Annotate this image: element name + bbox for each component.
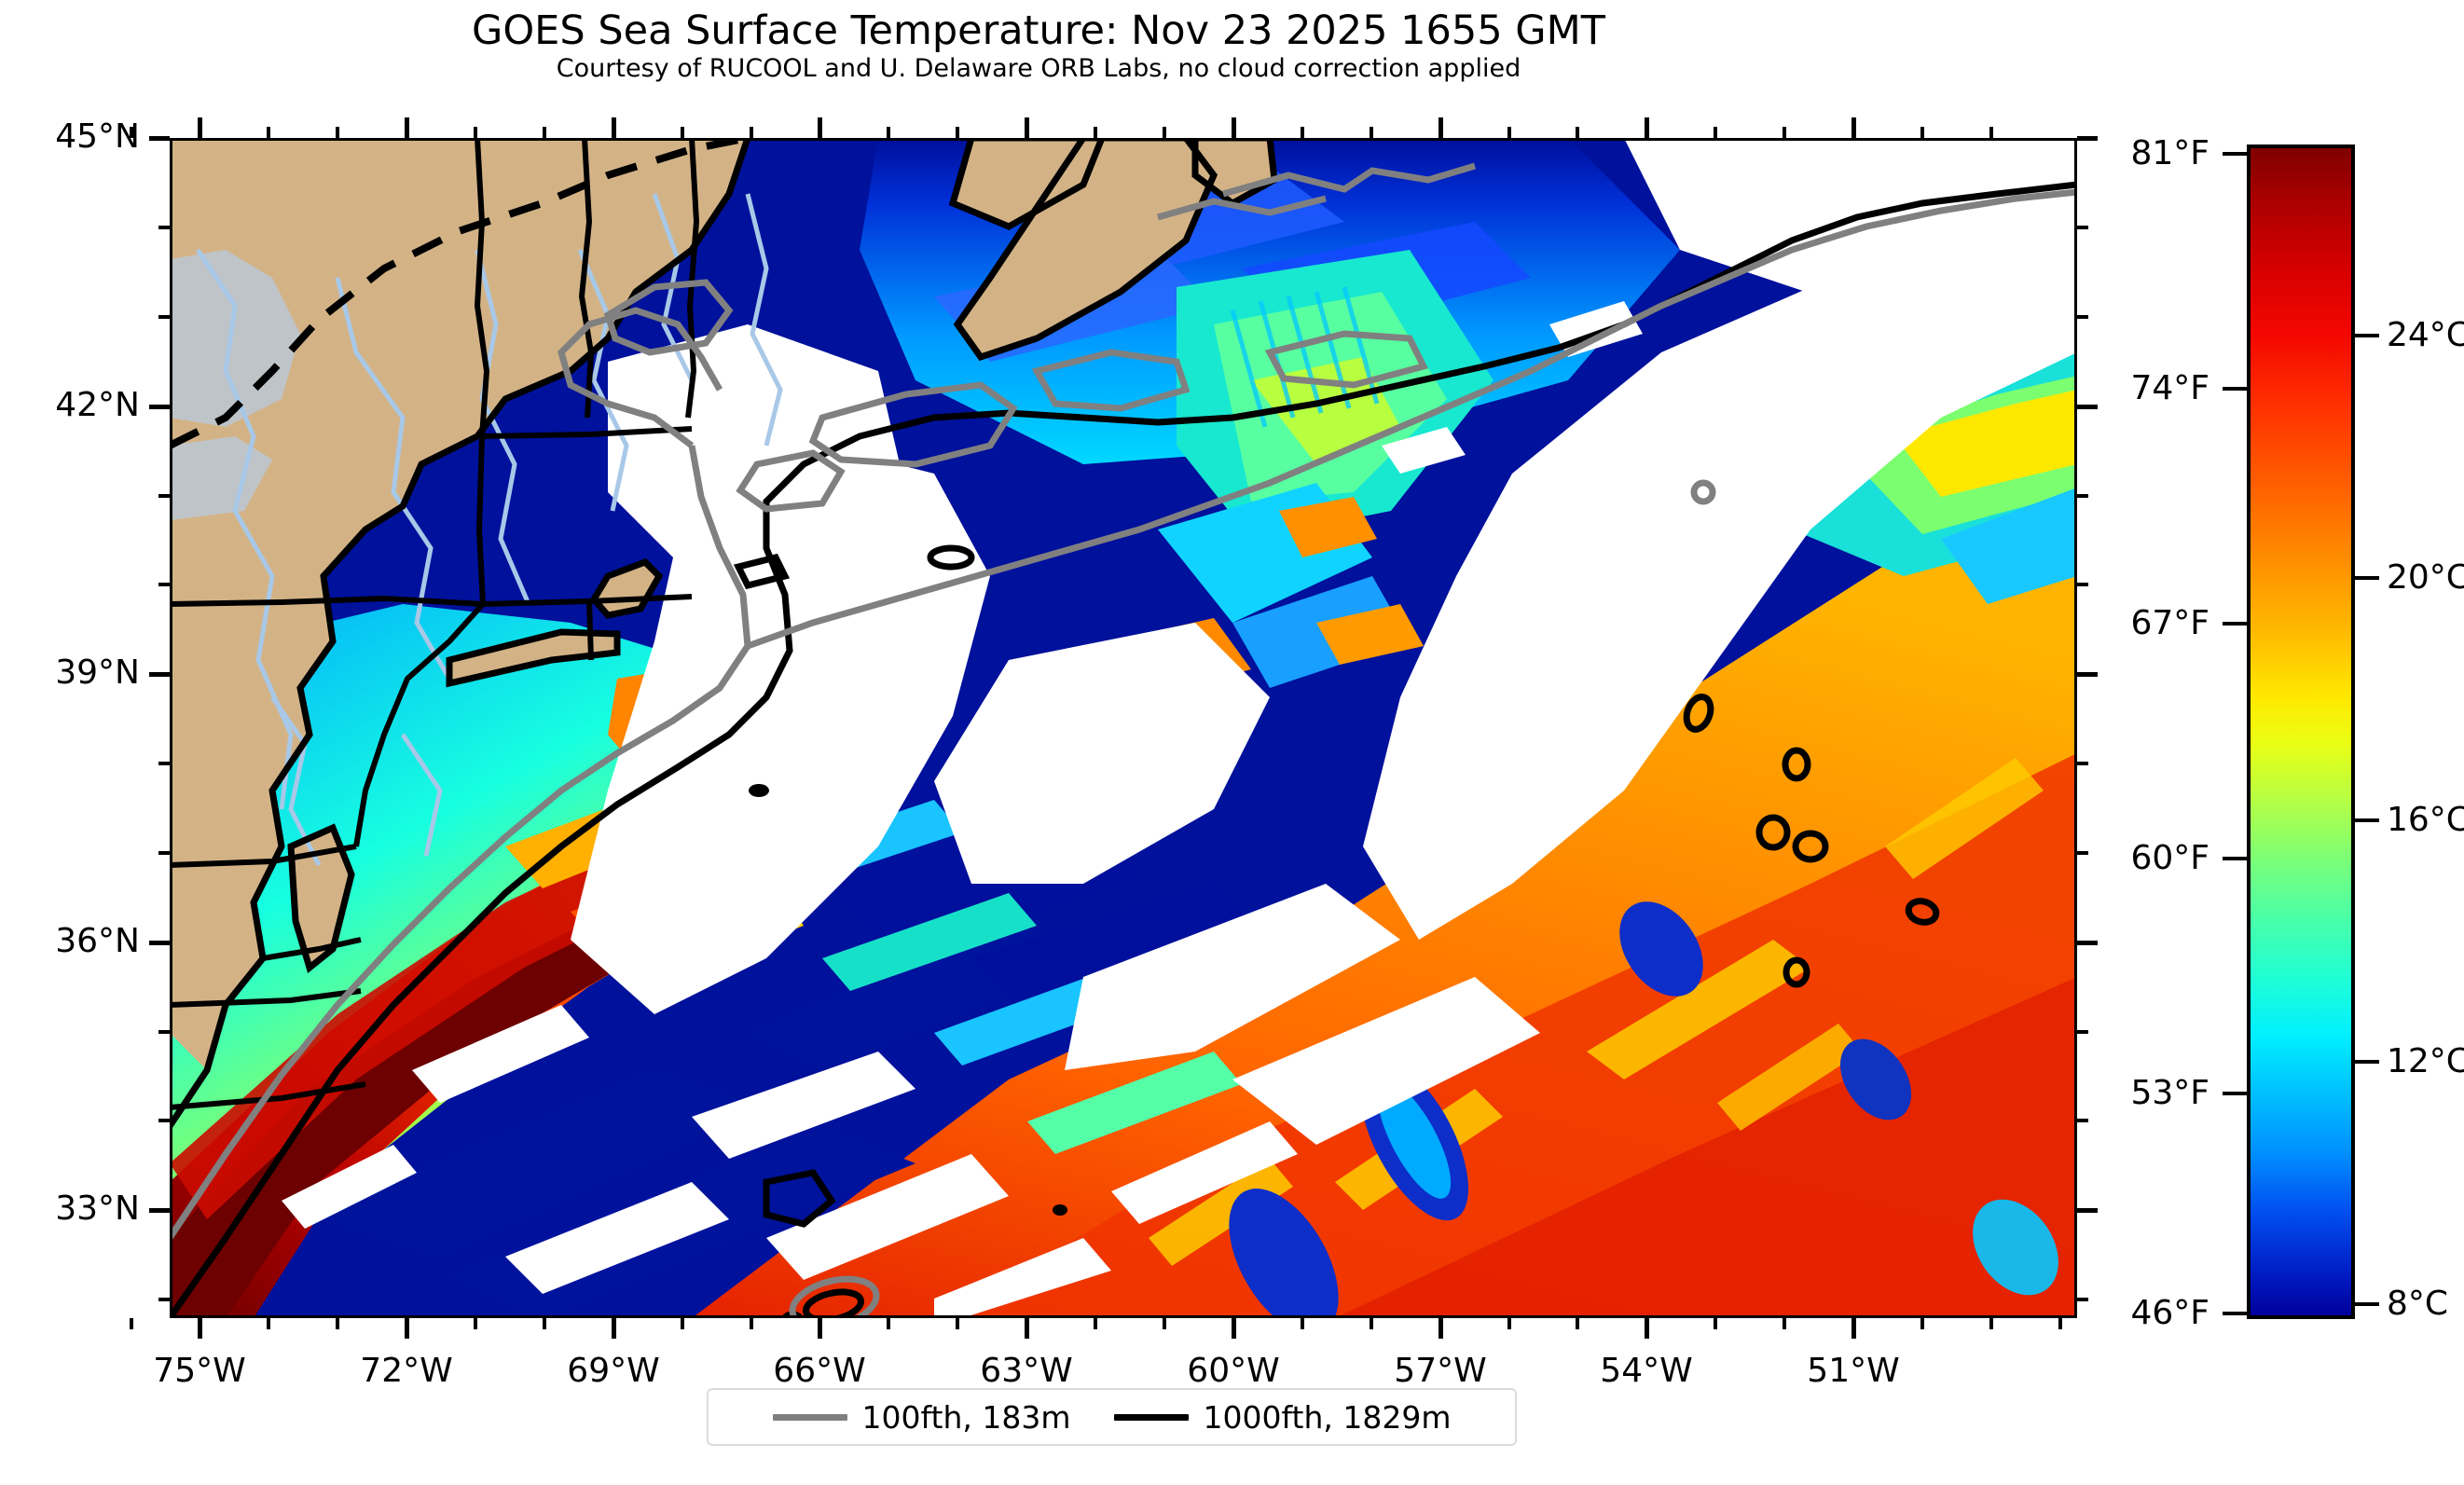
cb-f-label-3: 60°F: [2130, 839, 2209, 877]
cb-c-label-1: 20°C: [2387, 558, 2464, 597]
land-nova-scotia: [957, 138, 1214, 357]
canada-us-border: [170, 138, 749, 449]
x-label-3: 66°W: [773, 1352, 866, 1390]
sst-map[interactable]: [170, 138, 2077, 1318]
x-label-2: 69°W: [567, 1352, 660, 1390]
page-title: GOES Sea Surface Temperature: Nov 23 202…: [472, 7, 1605, 54]
legend-line-100fth: [772, 1413, 847, 1421]
x-label-6: 57°W: [1394, 1352, 1487, 1390]
x-label-4: 63°W: [980, 1352, 1073, 1390]
cb-f-label-1: 74°F: [2130, 369, 2209, 407]
x-label-0: 75°W: [153, 1352, 246, 1390]
cb-f-label-2: 67°F: [2130, 604, 2209, 642]
map-glyphs: [749, 784, 1067, 1216]
y-label-3: 36°N: [55, 922, 140, 960]
map-frame: [170, 138, 2077, 1318]
rivers: [195, 193, 783, 867]
y-label-2: 39°N: [55, 653, 140, 692]
bathymetry-legend: 100fth, 183m 1000fth, 1829m: [707, 1388, 1517, 1446]
legend-label-1000fth: 1000fth, 1829m: [1203, 1398, 1452, 1436]
colorbar[interactable]: [2247, 144, 2355, 1319]
great-lakes: [170, 250, 300, 520]
land-northeast-usa: [170, 138, 748, 1070]
legend-label-100fth: 100fth, 183m: [861, 1398, 1071, 1436]
page-subtitle: Courtesy of RUCOOL and U. Delaware ORB L…: [556, 54, 1521, 83]
x-label-1: 72°W: [360, 1352, 453, 1390]
y-label-0: 45°N: [55, 117, 140, 156]
sst-gulf-stream-hottest: [170, 912, 636, 1318]
x-label-7: 54°W: [1600, 1352, 1693, 1390]
cb-f-label-0: 81°F: [2130, 134, 2209, 172]
legend-item-1000fth: 1000fth, 1829m: [1113, 1398, 1452, 1436]
x-label-8: 51°W: [1807, 1352, 1900, 1390]
y-label-4: 33°N: [55, 1189, 140, 1228]
contour-100fth: [170, 162, 2077, 1318]
sst-cold-eddies: [1229, 901, 2058, 1318]
cb-c-label-4: 8°C: [2387, 1285, 2449, 1323]
political-boundaries: [170, 138, 700, 1110]
cb-c-label-0: 24°C: [2387, 316, 2464, 354]
legend-item-100fth: 100fth, 183m: [772, 1398, 1071, 1436]
x-label-5: 60°W: [1187, 1352, 1280, 1390]
y-label-1: 42°N: [55, 386, 140, 424]
sst-grand-banks-warm: [1773, 352, 2077, 604]
cb-f-label-5: 46°F: [2130, 1294, 2209, 1332]
cb-c-label-3: 12°C: [2387, 1042, 2464, 1080]
cb-f-label-4: 53°F: [2130, 1074, 2209, 1112]
map-panel[interactable]: [170, 138, 2077, 1318]
cloud-mask: [282, 250, 2077, 1318]
cb-c-label-2: 16°C: [2387, 801, 2464, 839]
legend-line-1000fth: [1113, 1413, 1189, 1421]
